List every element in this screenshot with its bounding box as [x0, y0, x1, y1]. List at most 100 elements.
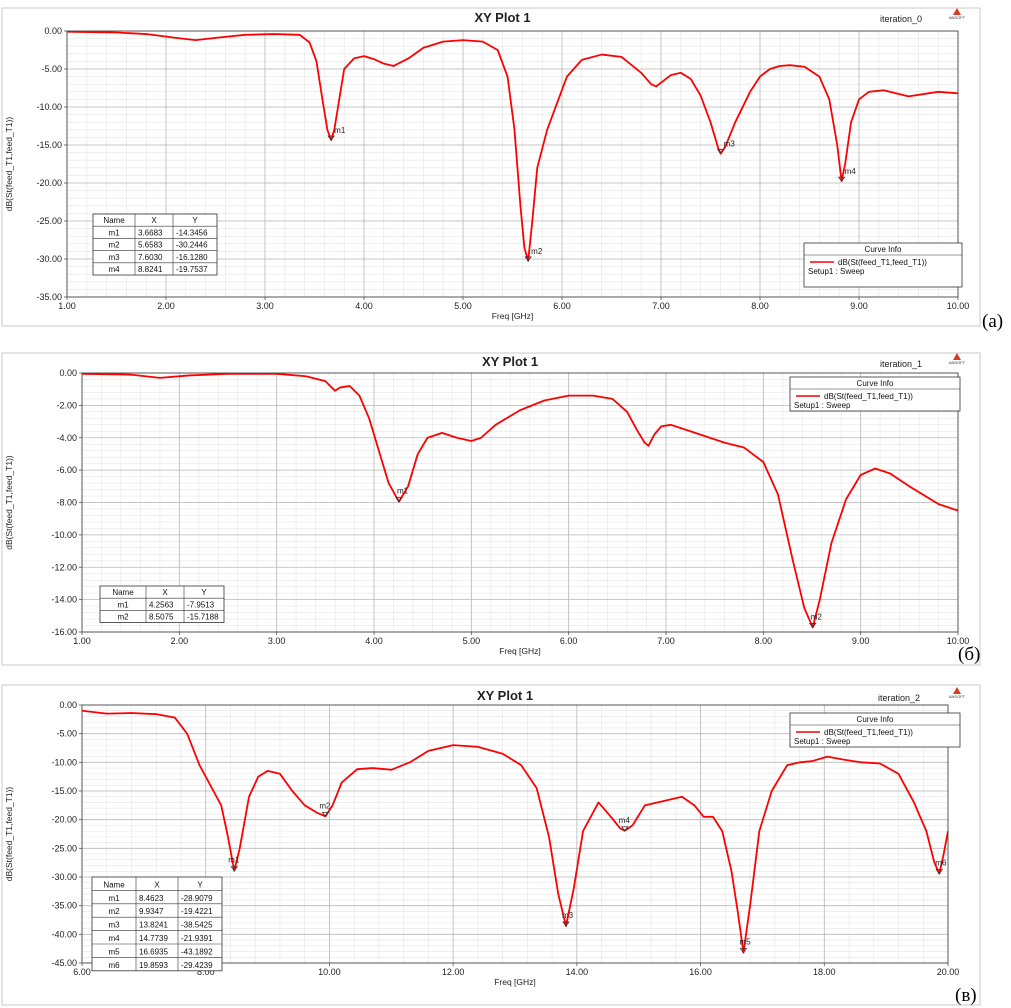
x-tick-label: 2.00 [157, 301, 175, 311]
marker-table-header: X [151, 216, 157, 225]
y-tick-label: -5.00 [56, 729, 77, 739]
marker-table: Name X Ym1 3.6683 -14.3456 m2 5.6583 -30.2446 m3… [92, 213, 218, 276]
x-tick-label: 1.00 [73, 636, 91, 646]
y-tick-label: -4.00 [56, 433, 77, 443]
marker-table-y: -28.9079 [181, 894, 213, 903]
y-tick-label: -30.00 [36, 254, 62, 264]
curve-info-legend: Curve Info dB(St(feed_T1,feed_T1))Setup1 … [789, 712, 961, 748]
marker-table-header: Y [197, 880, 203, 889]
x-tick-label: 6.00 [553, 301, 571, 311]
x-tick-label: 8.00 [751, 301, 769, 311]
legend-title: Curve Info [857, 715, 894, 724]
x-tick-label: 8.00 [197, 967, 215, 977]
chart-panel-3: 6.00 8.00 10.00 12.00 14.00 16.00 18.00 20.00 0.… [1, 684, 981, 1006]
x-tick-label: 5.00 [454, 301, 472, 311]
marker-table-y: -19.7537 [176, 265, 208, 274]
x-axis-label: Freq [GHz] [492, 311, 534, 321]
x-tick-label: 6.00 [560, 636, 578, 646]
y-tick-label: 0.00 [59, 700, 77, 710]
y-tick-label: -15.00 [36, 140, 62, 150]
marker-triangle [935, 869, 944, 875]
ansoft-logo-text: ANSOFT [949, 694, 966, 699]
marker-table-name: m2 [108, 241, 120, 250]
y-tick-label: -16.00 [51, 627, 77, 637]
marker-m3: m3 [562, 911, 574, 927]
marker-m4: m4 [837, 167, 856, 182]
y-tick-label: -30.00 [51, 872, 77, 882]
marker-label: m2 [811, 612, 823, 621]
marker-table-y: -38.5425 [181, 921, 213, 930]
marker-m2: m2 [524, 247, 543, 262]
marker-label: m4 [619, 816, 631, 825]
marker-table-x: 16.6935 [139, 947, 168, 956]
plot-area [66, 30, 959, 298]
ansoft-logo-text: ANSOFT [949, 15, 966, 20]
marker-table-x: 4.2563 [149, 600, 174, 609]
marker-table-name: m3 [108, 253, 120, 262]
marker-table-x: 9.9347 [139, 907, 164, 916]
iteration-label: iteration_2 [878, 693, 920, 703]
y-axis-label: dB(St(feed_T1,feed_T1)) [4, 117, 14, 212]
y-tick-label: -6.00 [56, 465, 77, 475]
ansoft-logo: ANSOFT [949, 8, 966, 20]
marker-table-name: m2 [117, 613, 129, 622]
chart-panel-1: 1.00 2.00 3.00 4.00 5.00 6.00 7.00 8.00 9.00 10.0… [1, 7, 981, 327]
marker-table: Name X Ym1 4.2563 -7.9513 m2 8.5075 -15.7188 [99, 585, 225, 623]
marker-triangle [739, 948, 748, 954]
marker-table-x: 8.4623 [139, 894, 164, 903]
marker-m2: m2 [319, 801, 331, 818]
marker-table-header: Y [201, 588, 207, 597]
y-tick-label: 0.00 [59, 368, 77, 378]
x-tick-label: 7.00 [657, 636, 675, 646]
legend-entry: dB(St(feed_T1,feed_T1)) [824, 728, 913, 737]
marker-table-header: Name [112, 588, 134, 597]
x-tick-label: 20.00 [937, 967, 960, 977]
x-tick-label: 5.00 [463, 636, 481, 646]
marker-table-y: -19.4221 [181, 907, 213, 916]
marker-table-header: Y [192, 216, 198, 225]
y-tick-label: -20.00 [36, 178, 62, 188]
y-tick-label: -12.00 [51, 562, 77, 572]
panel-letter: (б) [958, 644, 980, 665]
x-tick-label: 2.00 [171, 636, 189, 646]
x-axis-label: Freq [GHz] [499, 646, 541, 656]
marker-label: m1 [228, 856, 240, 865]
panel-letter: (a) [982, 311, 1003, 332]
ansoft-logo: ANSOFT [949, 687, 966, 699]
legend-frame [789, 376, 961, 412]
marker-table-header: X [162, 588, 168, 597]
marker-label: m1 [397, 487, 409, 496]
marker-table-y: -16.1280 [176, 253, 208, 262]
marker-table-name: m1 [108, 894, 120, 903]
y-tick-label: -25.00 [51, 843, 77, 853]
marker-table-name: m2 [108, 907, 120, 916]
marker-table-name: m6 [108, 961, 120, 970]
marker-table-x: 5.6583 [138, 241, 163, 250]
marker-table-x: 3.6683 [138, 228, 163, 237]
marker-m2: m2 [808, 612, 823, 629]
y-tick-label: -25.00 [36, 216, 62, 226]
x-tick-label: 10.00 [947, 636, 970, 646]
marker-m1: m1 [228, 856, 240, 872]
legend-setup: Setup1 : Sweep [794, 401, 851, 410]
marker-table-y: -21.9391 [181, 934, 213, 943]
ansoft-logo-icon [953, 353, 961, 360]
marker-triangle [395, 497, 403, 503]
marker-triangle [716, 149, 725, 155]
marker-table-name: m4 [108, 934, 120, 943]
marker-m3: m3 [716, 140, 735, 155]
marker-table-name: m1 [117, 600, 129, 609]
x-tick-label: 16.00 [689, 967, 712, 977]
y-tick-label: -10.00 [51, 530, 77, 540]
y-tick-label: -40.00 [51, 929, 77, 939]
ansoft-logo-icon [953, 8, 961, 15]
marker-triangle [837, 176, 846, 182]
legend-entry: dB(St(feed_T1,feed_T1)) [824, 392, 913, 401]
curve-info-legend: Curve Info dB(St(feed_T1,feed_T1))Setup1 … [789, 376, 961, 412]
x-tick-label: 7.00 [652, 301, 670, 311]
x-tick-label: 9.00 [852, 636, 870, 646]
marker-label: m3 [562, 911, 574, 920]
marker-triangle [327, 135, 335, 141]
marker-triangle [562, 921, 570, 927]
marker-table-y: -15.7188 [187, 613, 219, 622]
